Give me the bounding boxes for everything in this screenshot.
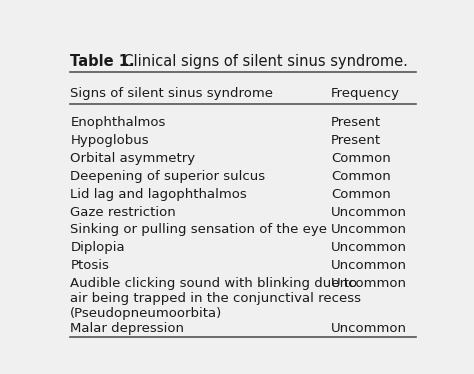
Text: Ptosis: Ptosis bbox=[70, 259, 109, 272]
Text: Uncommon: Uncommon bbox=[331, 259, 407, 272]
Text: Clinical signs of silent sinus syndrome.: Clinical signs of silent sinus syndrome. bbox=[114, 53, 408, 68]
Text: Present: Present bbox=[331, 116, 381, 129]
Text: Hypoglobus: Hypoglobus bbox=[70, 134, 149, 147]
Text: Uncommon: Uncommon bbox=[331, 322, 407, 335]
Text: Diplopia: Diplopia bbox=[70, 241, 125, 254]
Text: Enophthalmos: Enophthalmos bbox=[70, 116, 165, 129]
Text: Uncommon: Uncommon bbox=[331, 277, 407, 290]
Text: Sinking or pulling sensation of the eye: Sinking or pulling sensation of the eye bbox=[70, 223, 327, 236]
Text: Uncommon: Uncommon bbox=[331, 241, 407, 254]
Text: Common: Common bbox=[331, 152, 391, 165]
Text: Common: Common bbox=[331, 188, 391, 201]
Text: Orbital asymmetry: Orbital asymmetry bbox=[70, 152, 195, 165]
Text: Signs of silent sinus syndrome: Signs of silent sinus syndrome bbox=[70, 87, 273, 99]
Text: Lid lag and lagophthalmos: Lid lag and lagophthalmos bbox=[70, 188, 247, 201]
Text: Gaze restriction: Gaze restriction bbox=[70, 206, 176, 218]
Text: Malar depression: Malar depression bbox=[70, 322, 184, 335]
Text: Uncommon: Uncommon bbox=[331, 206, 407, 218]
Text: Common: Common bbox=[331, 170, 391, 183]
Text: Frequency: Frequency bbox=[331, 87, 400, 99]
Text: Deepening of superior sulcus: Deepening of superior sulcus bbox=[70, 170, 265, 183]
Text: Present: Present bbox=[331, 134, 381, 147]
Text: Audible clicking sound with blinking due to
air being trapped in the conjunctiva: Audible clicking sound with blinking due… bbox=[70, 277, 361, 320]
Text: Table 1.: Table 1. bbox=[70, 53, 135, 68]
Text: Uncommon: Uncommon bbox=[331, 223, 407, 236]
